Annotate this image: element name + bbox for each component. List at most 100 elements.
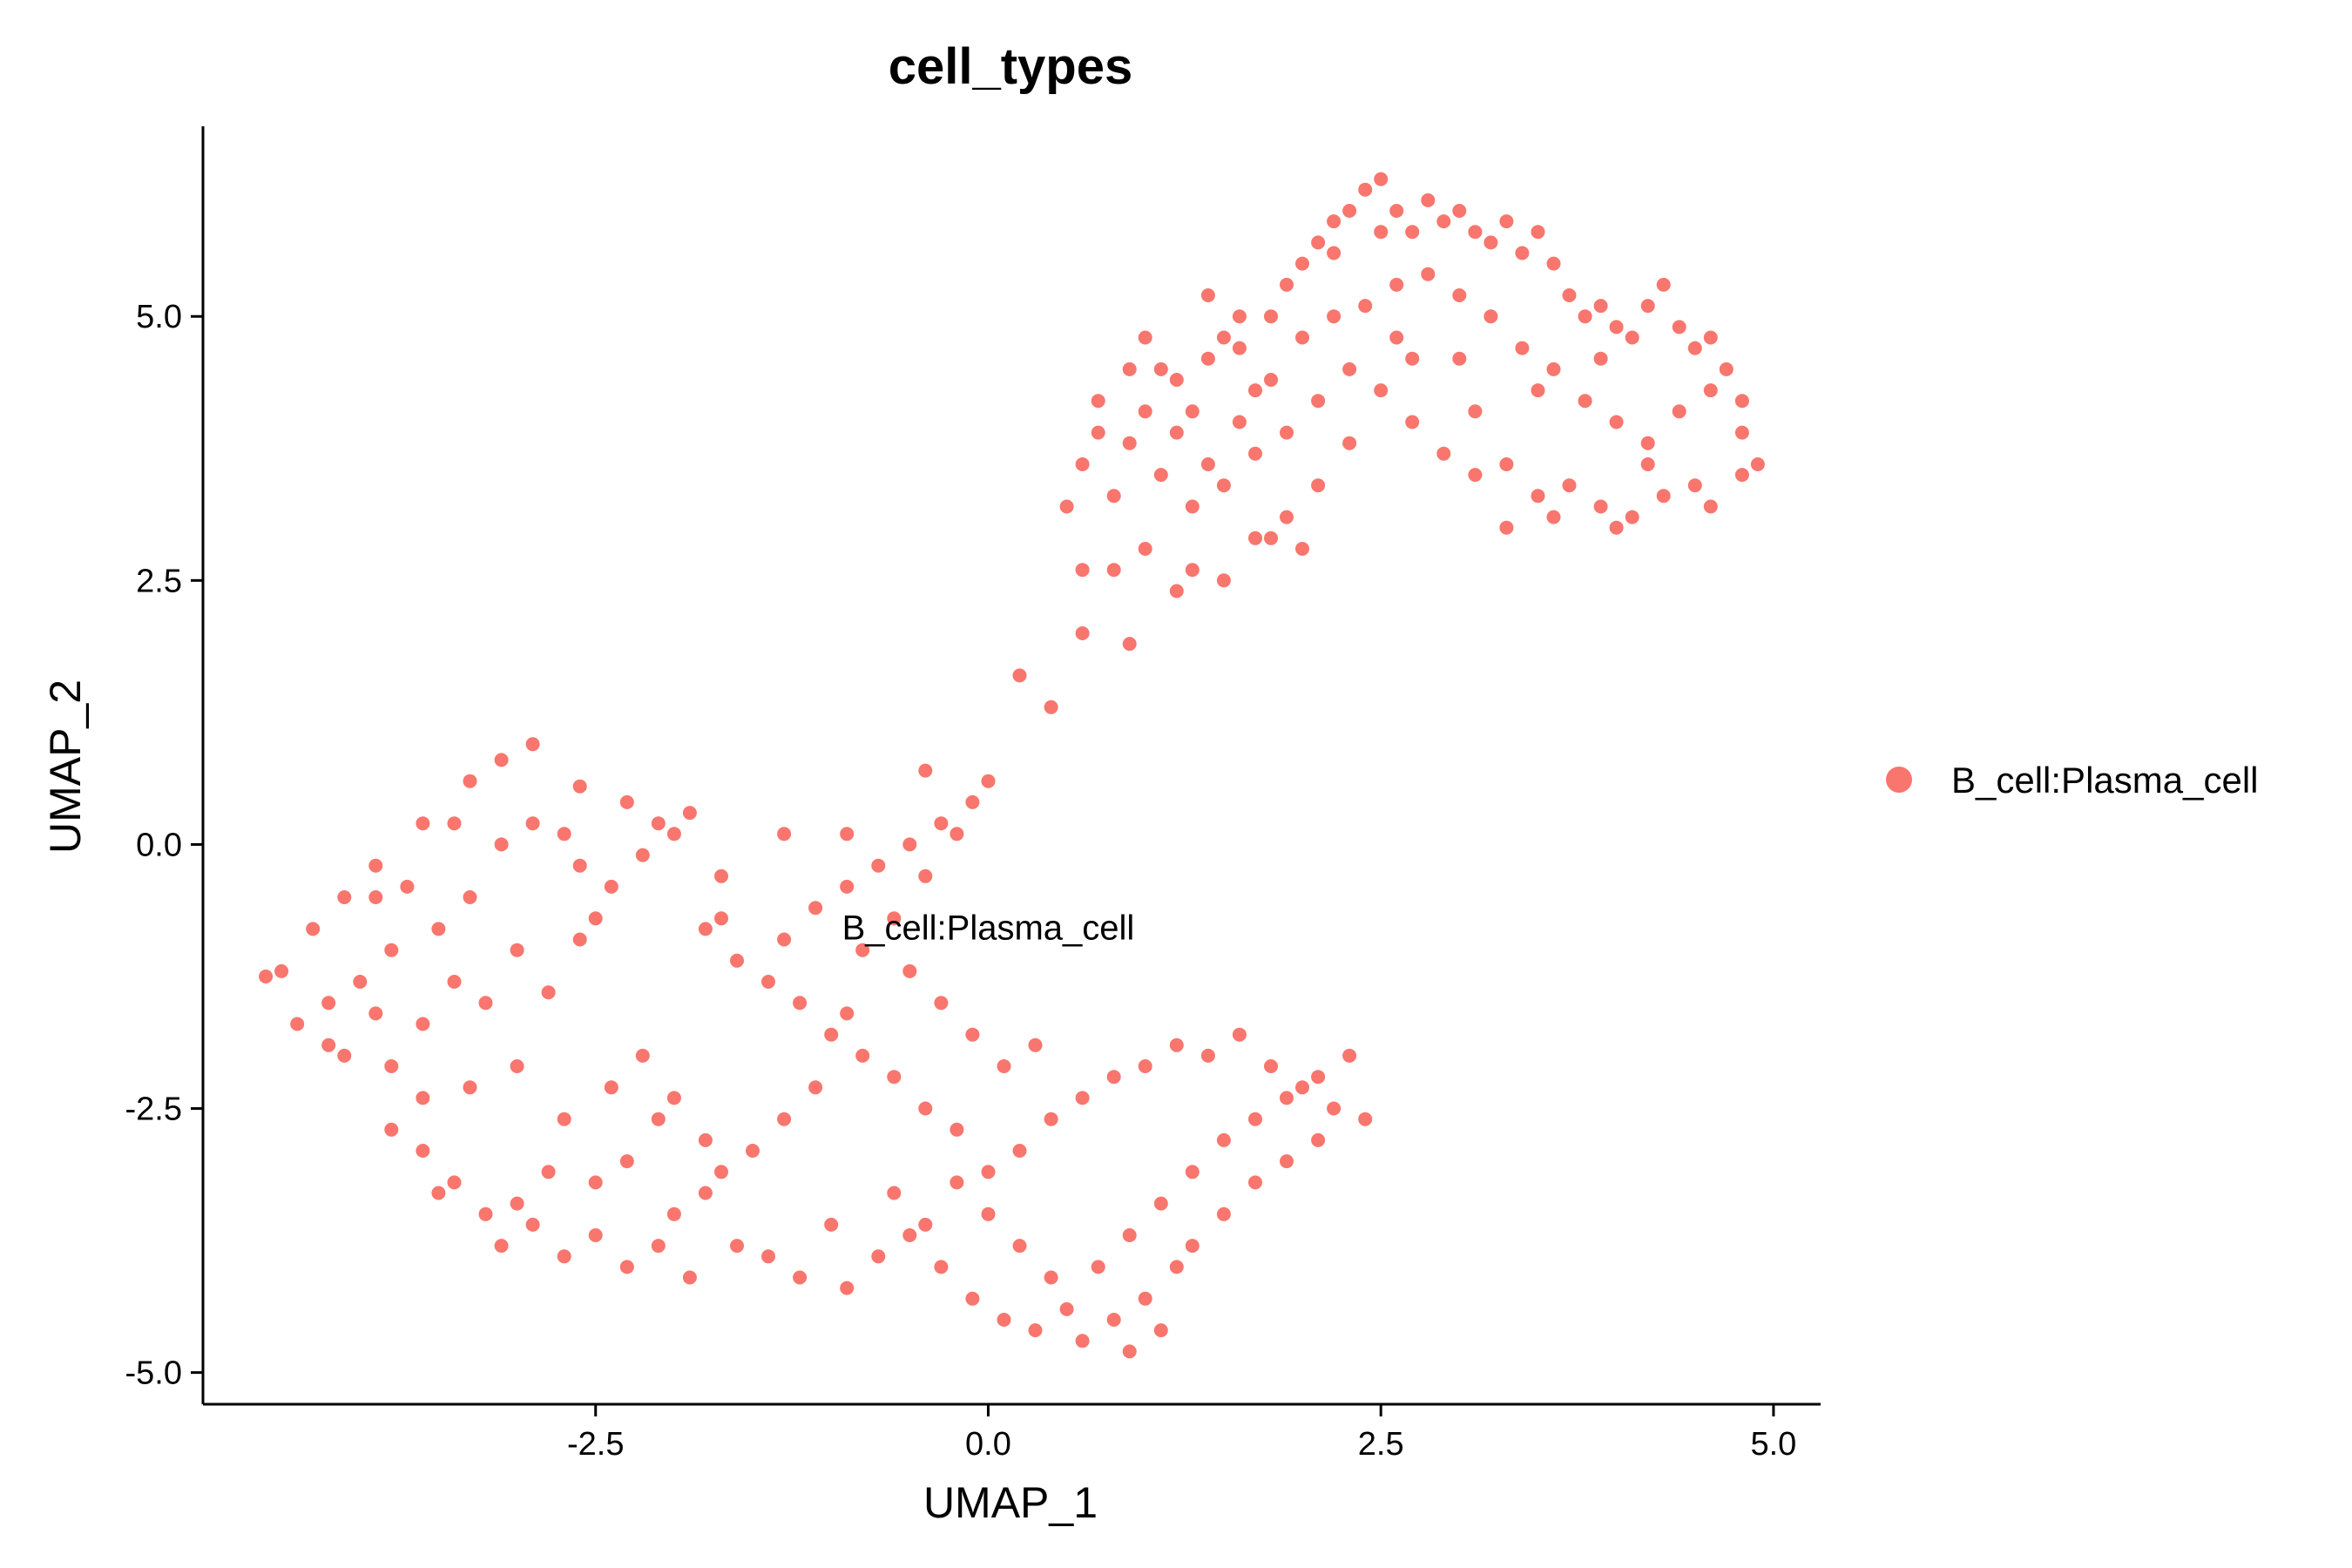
y-axis-ticks: -5.0 -2.5 0.0 2.5 5.0 <box>125 299 203 1392</box>
scatter-point <box>1200 288 1215 302</box>
scatter-point <box>416 1017 430 1031</box>
cluster-label: B_cell:Plasma_cell <box>842 909 1135 948</box>
scatter-point <box>777 1112 792 1126</box>
legend: B_cell:Plasma_cell <box>1886 760 2259 801</box>
scatter-point <box>887 1070 902 1085</box>
scatter-point <box>1311 235 1326 250</box>
scatter-point <box>1405 351 1420 366</box>
scatter-point <box>1327 309 1342 324</box>
scatter-point <box>698 922 713 936</box>
scatter-point <box>840 1281 855 1295</box>
scatter-point <box>1012 668 1027 683</box>
chart-title: cell_types <box>889 38 1133 95</box>
scatter-point <box>416 1144 430 1158</box>
scatter-point <box>981 774 996 788</box>
scatter-point <box>1593 499 1608 514</box>
scatter-point <box>1280 1091 1294 1105</box>
scatter-point <box>761 1249 775 1264</box>
scatter-point <box>321 1037 336 1052</box>
y-tick-label: 0.0 <box>136 827 182 863</box>
scatter-point <box>902 837 917 852</box>
scatter-point <box>525 1217 540 1232</box>
scatter-point <box>494 837 509 852</box>
scatter-point <box>337 890 352 904</box>
scatter-point <box>698 1132 713 1147</box>
scatter-point <box>1122 436 1137 450</box>
scatter-point <box>1327 214 1342 229</box>
scatter-point <box>1075 1091 1090 1105</box>
scatter-point <box>353 975 368 989</box>
scatter-point <box>666 827 681 841</box>
scatter-point <box>1327 246 1342 260</box>
scatter-point <box>1138 1059 1152 1073</box>
scatter-point <box>1295 256 1309 271</box>
scatter-point <box>1232 415 1247 429</box>
scatter-point <box>1216 478 1231 493</box>
scatter-point <box>1531 489 1545 504</box>
scatter-point <box>714 911 728 926</box>
scatter-point <box>478 1206 493 1221</box>
scatter-point <box>1687 478 1702 493</box>
scatter-point <box>1609 415 1624 429</box>
scatter-point <box>1719 362 1734 376</box>
scatter-point <box>1075 1334 1090 1348</box>
scatter-point <box>1028 1037 1043 1052</box>
scatter-point <box>1280 277 1294 292</box>
scatter-point <box>1216 1206 1231 1221</box>
scatter-point <box>1185 1239 1200 1254</box>
scatter-point <box>1703 383 1718 398</box>
scatter-point <box>1106 563 1121 578</box>
scatter-point <box>1436 214 1451 229</box>
y-tick-label: 5.0 <box>136 299 182 335</box>
y-axis-title: UMAP_2 <box>41 679 90 854</box>
scatter-point <box>1044 1112 1058 1126</box>
scatter-point <box>1358 299 1373 314</box>
scatter-point <box>1546 362 1561 376</box>
scatter-point <box>1248 1175 1262 1190</box>
scatter-point <box>274 963 289 978</box>
scatter-point <box>934 996 949 1010</box>
scatter-point <box>1264 309 1278 324</box>
scatter-point <box>1593 299 1608 314</box>
scatter-point <box>416 1091 430 1105</box>
scatter-point <box>368 858 383 873</box>
scatter-point <box>965 1027 980 1042</box>
scatter-point <box>1295 330 1309 345</box>
scatter-point <box>1185 563 1200 578</box>
scatter-point <box>651 1112 666 1126</box>
scatter-point <box>1248 446 1262 461</box>
scatter-point <box>1185 1165 1200 1179</box>
scatter-point <box>1640 457 1655 471</box>
scatter-point <box>777 932 792 947</box>
scatter-point <box>918 763 933 778</box>
scatter-point <box>1672 320 1686 335</box>
scatter-point <box>1138 1291 1152 1306</box>
scatter-point <box>1452 351 1467 366</box>
scatter-point <box>1106 1313 1121 1327</box>
scatter-point <box>698 1186 713 1200</box>
scatter-point <box>1248 1112 1262 1126</box>
scatter-point <box>682 1270 697 1285</box>
scatter-point <box>1468 404 1483 419</box>
scatter-point <box>808 1080 823 1095</box>
scatter-point <box>1484 235 1498 250</box>
scatter-point <box>447 975 462 989</box>
scatter-point <box>1248 383 1262 398</box>
scatter-point <box>1499 520 1514 535</box>
scatter-point <box>1374 383 1389 398</box>
scatter-point <box>997 1059 1011 1073</box>
scatter-point <box>1593 351 1608 366</box>
scatter-point <box>416 816 430 831</box>
scatter-point <box>918 1217 933 1232</box>
scatter-point <box>1232 309 1247 324</box>
scatter-point <box>651 1239 666 1254</box>
scatter-point <box>494 753 509 767</box>
scatter-point <box>368 890 383 904</box>
scatter-point <box>1044 700 1058 714</box>
scatter-point <box>525 737 540 752</box>
scatter-point <box>1169 1260 1184 1274</box>
scatter-point <box>981 1165 996 1179</box>
scatter-point <box>871 1249 886 1264</box>
scatter-point <box>1311 1070 1326 1085</box>
scatter-point <box>478 996 493 1010</box>
